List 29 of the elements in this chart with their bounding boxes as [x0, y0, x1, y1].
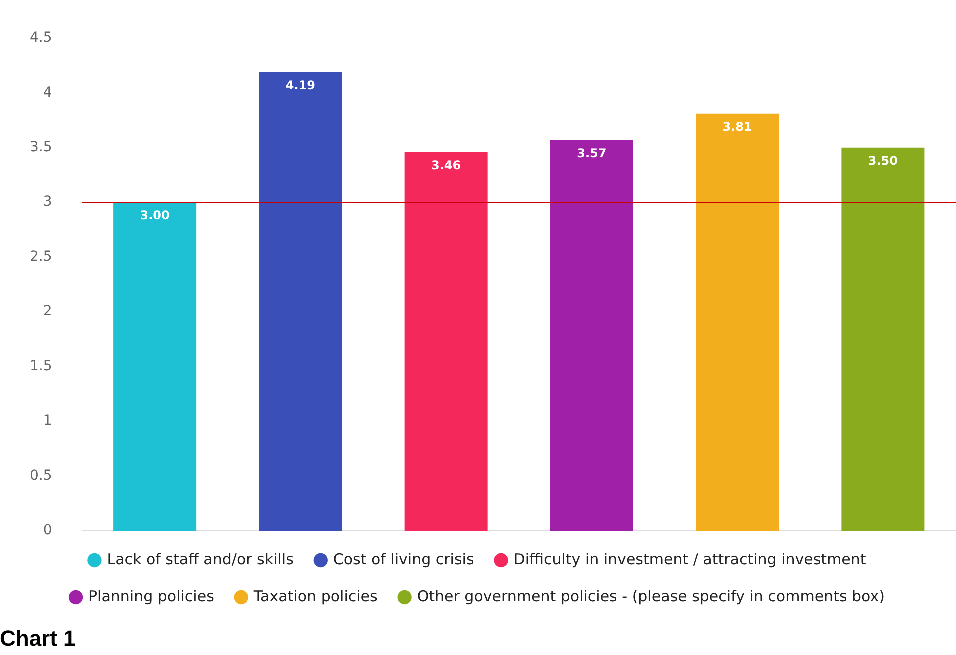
legend-label: Planning policies: [88, 587, 215, 606]
y-tick-label: 2.5: [30, 248, 52, 265]
bar: [404, 152, 488, 531]
y-tick-label: 4: [43, 84, 52, 101]
legend-label: Lack of staff and/or skills: [107, 550, 294, 568]
bar: [114, 202, 197, 531]
y-tick-label: 1.5: [30, 358, 52, 374]
y-tick-label: 4.5: [30, 30, 52, 46]
legend-label: Cost of living crisis: [333, 550, 474, 568]
bar: [259, 72, 342, 531]
data-label: 3.00: [140, 208, 170, 223]
legend-label: Difficulty in investment / attracting investment: [514, 550, 866, 568]
y-tick-label: 3: [43, 194, 52, 210]
y-tick-label: 1: [43, 413, 52, 430]
y-tick-label: 0: [43, 522, 52, 539]
data-label: 4.19: [286, 78, 316, 92]
bar: [550, 140, 634, 531]
data-label: 3.50: [868, 154, 898, 168]
y-tick-label: 0.5: [30, 468, 52, 484]
data-label: 3.81: [722, 120, 752, 134]
bar: [842, 148, 925, 531]
caption: Chart 1: [0, 626, 76, 652]
data-label: 3.46: [432, 158, 462, 172]
legend-label: Other government policies - (please specify in comments box): [417, 587, 885, 606]
legend-label: Taxation policies: [252, 587, 378, 606]
bar: [696, 114, 780, 531]
y-tick-label: 3.5: [30, 140, 52, 156]
data-label: 3.57: [577, 146, 607, 160]
y-tick-label: 2: [43, 304, 52, 320]
